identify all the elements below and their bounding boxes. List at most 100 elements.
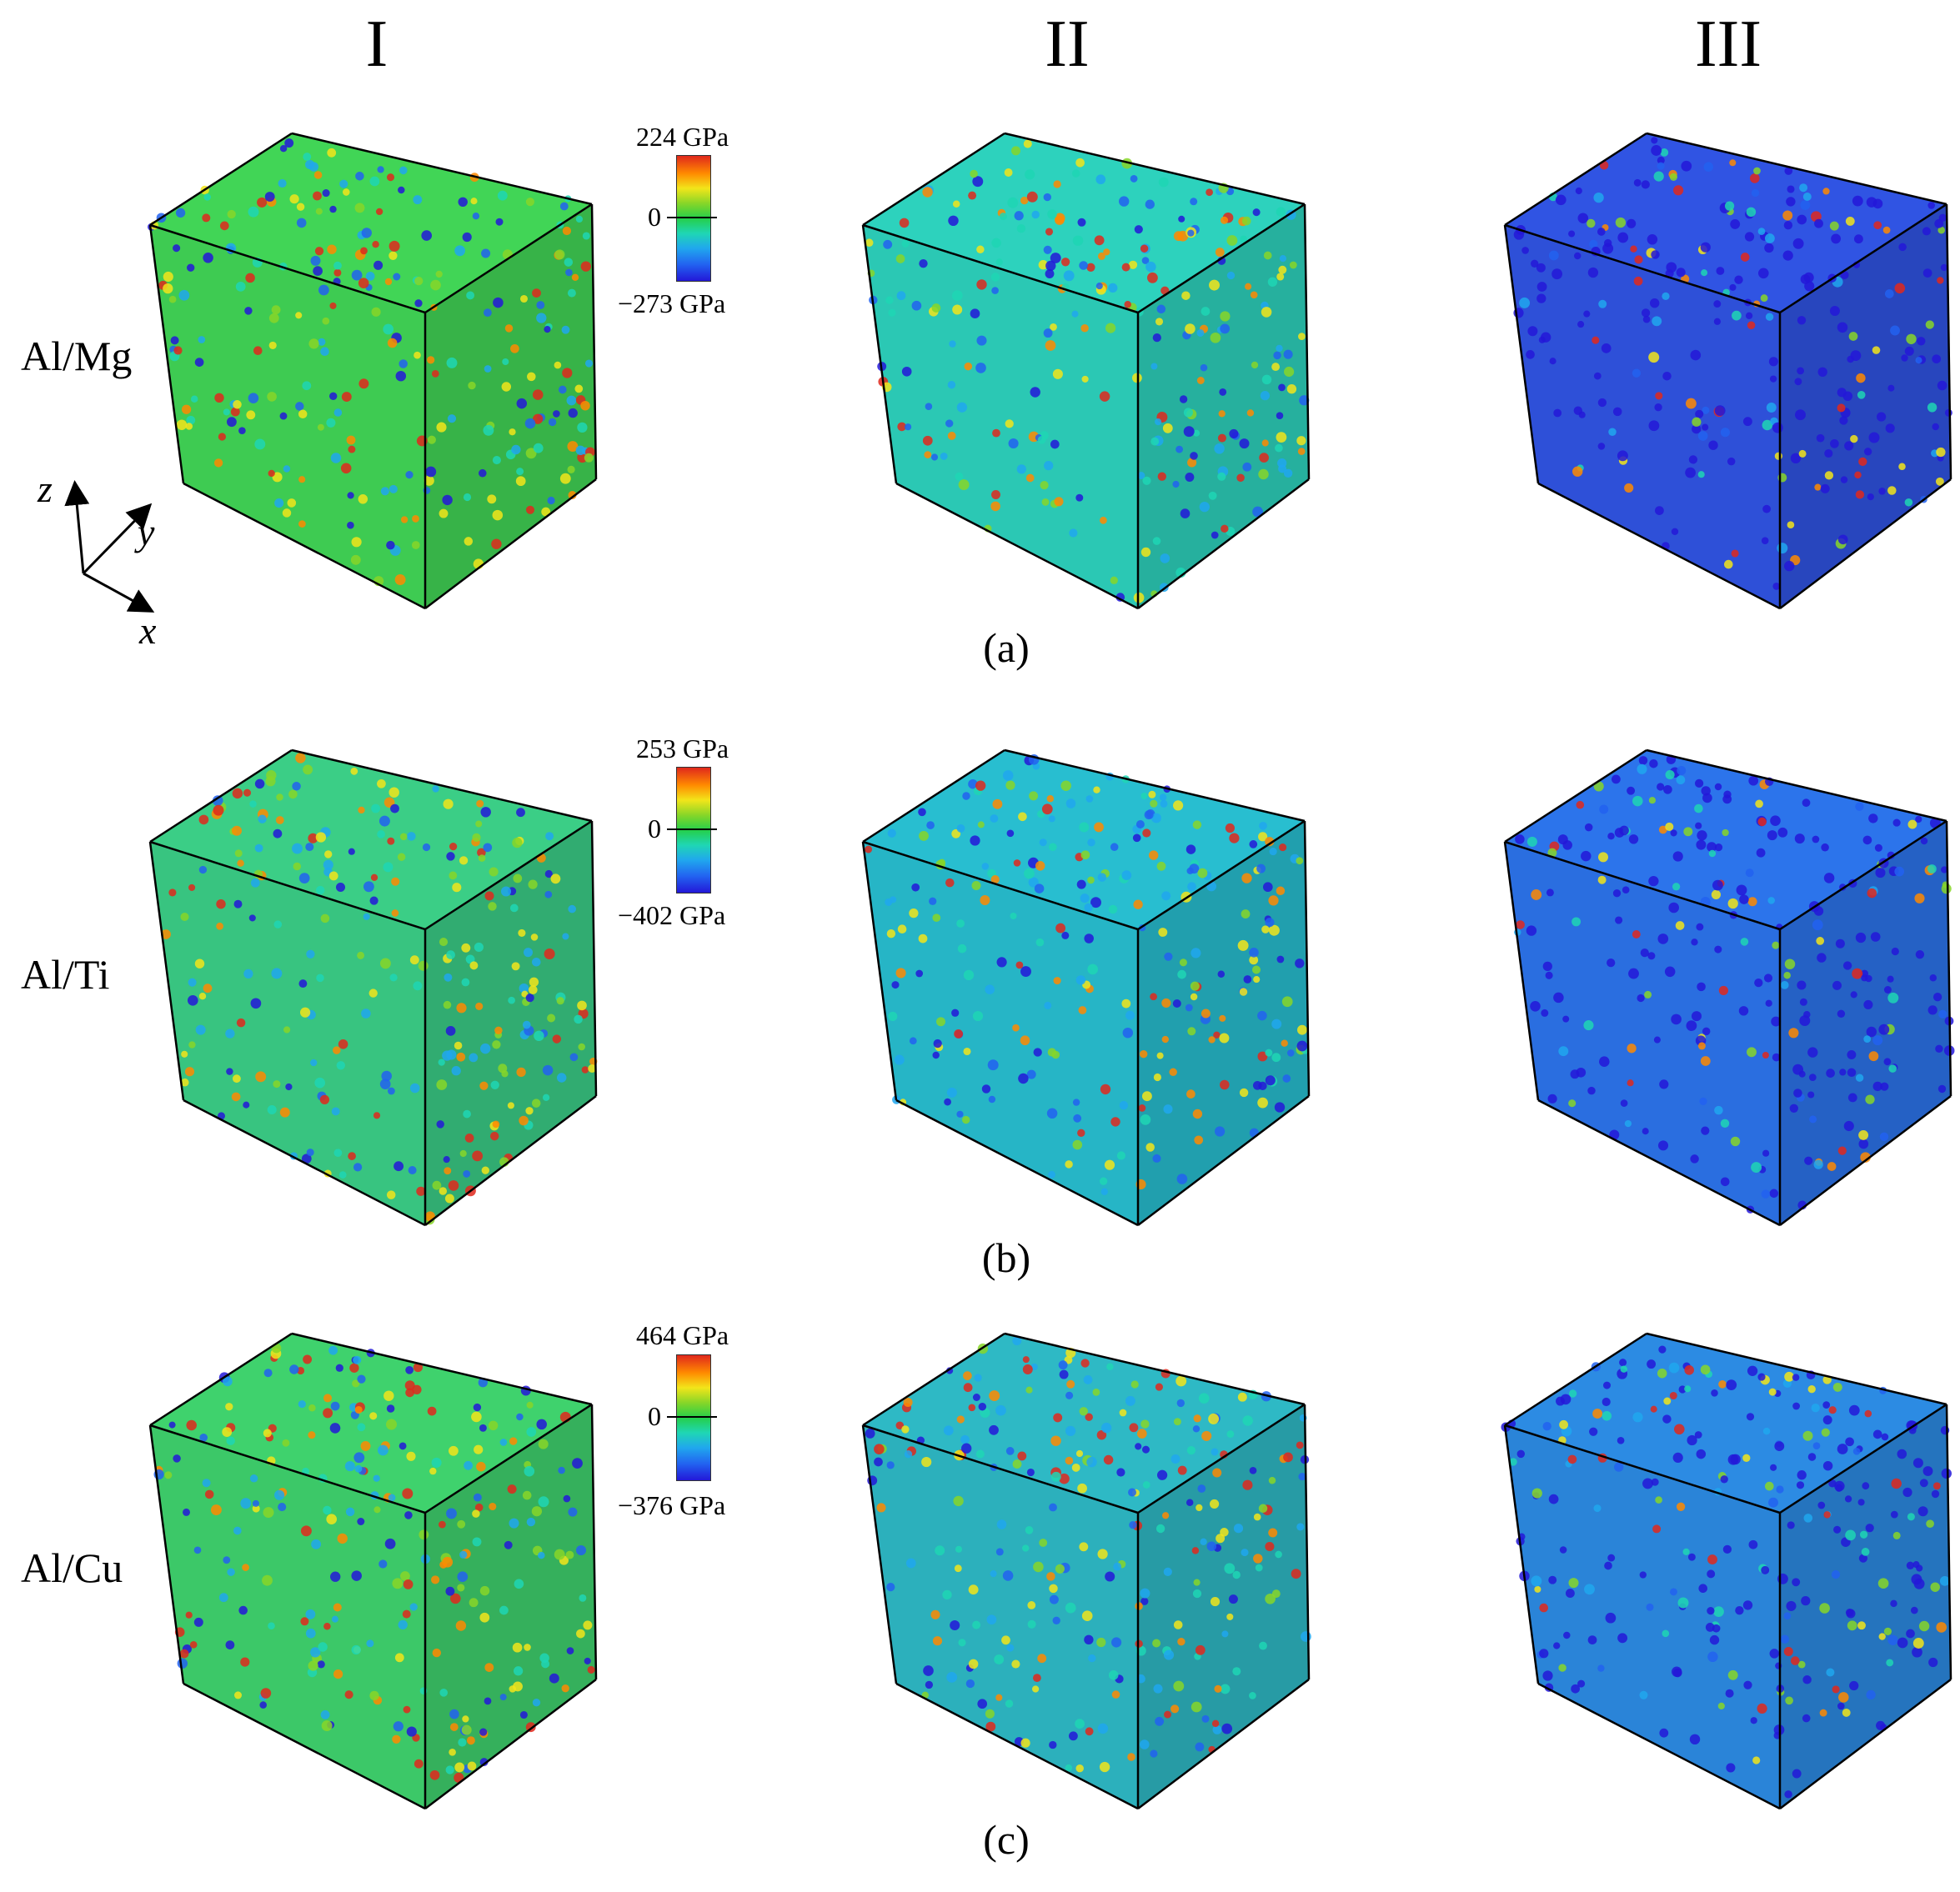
cube-edge [1646, 748, 1947, 823]
cube-al-cu-iii [1501, 1332, 1952, 1810]
cube-al-cu-i [148, 1332, 598, 1810]
colorbar-min-label: −376 GPa [618, 1490, 726, 1520]
colorbar-max-label: 253 GPa [636, 733, 729, 763]
row-label-al-mg: Al/Mg [21, 333, 133, 379]
cube-edge [424, 1679, 597, 1809]
cube-edge [1004, 132, 1306, 206]
cube-edge [1137, 478, 1310, 609]
cube-front-face [150, 1425, 425, 1809]
atom-speckles [161, 753, 598, 1225]
row-label-al-cu: Al/Cu [21, 1544, 123, 1591]
cube-edge [862, 132, 1005, 227]
cube-edge [148, 841, 185, 1101]
cube-edge [590, 203, 598, 480]
cube-edge [149, 748, 293, 843]
cube-edge [1004, 748, 1306, 823]
cube-edge [424, 478, 597, 609]
cube-edge [1503, 841, 1540, 1101]
cube-side-face [425, 1404, 596, 1809]
axes-indicator [64, 480, 155, 613]
cube-edge [149, 1424, 426, 1514]
atom-speckles [1514, 754, 1955, 1214]
cube-edge [1504, 748, 1647, 843]
y-axis-arrow [82, 503, 153, 575]
cube-edge [1779, 478, 1952, 609]
cube-front-face [863, 842, 1138, 1225]
cube-al-ti-iii [1503, 748, 1955, 1227]
panel-label-a: (a) [983, 624, 1030, 671]
cube-edge [1503, 224, 1540, 484]
cube-edge [862, 1332, 1005, 1427]
cube-edge [895, 482, 1139, 610]
cube-al-ti-ii [861, 748, 1311, 1227]
cube-edge [1303, 203, 1311, 480]
colorbar-max-label: 464 GPa [636, 1320, 729, 1350]
cube-edge [862, 223, 1139, 314]
colorbar-min-label: −273 GPa [618, 288, 726, 318]
atom-speckles [865, 139, 1310, 603]
cube-edge [424, 819, 593, 931]
cube-edge [149, 223, 426, 314]
cube-edge [1504, 132, 1647, 227]
colorbar-gradient [676, 1354, 711, 1481]
cube-front-face [1505, 1425, 1780, 1809]
cube-al-mg-ii [861, 132, 1311, 610]
cube-edge [291, 132, 593, 206]
cube-edge [148, 224, 185, 484]
colorbar-max-label: 224 GPa [636, 122, 729, 152]
cube-edge [1646, 132, 1947, 206]
cube-edge [1537, 482, 1781, 610]
cube-edge [1537, 1682, 1781, 1810]
cube-front-face [150, 225, 425, 608]
cube-edge [861, 841, 898, 1101]
cube-al-mg-iii [1503, 132, 1952, 610]
cube-edge [1945, 820, 1952, 1097]
cube-side-face [425, 821, 596, 1225]
cube-edge [861, 1424, 898, 1684]
cube-edge [183, 1099, 426, 1227]
colorbar-zero-label: 0 [648, 813, 661, 843]
cube-side-face [1780, 204, 1951, 608]
colorbar-zero-label: 0 [648, 202, 661, 232]
cube-edge [183, 482, 426, 610]
cube-edge [1504, 1424, 1781, 1514]
atom-speckles [153, 1343, 595, 1784]
cube-edge [424, 1095, 597, 1226]
cube-edge [1646, 1332, 1947, 1406]
colorbar-zero-label: 0 [648, 1401, 661, 1431]
column-header-3: III [1695, 8, 1762, 81]
panel-label-b: (b) [981, 1234, 1031, 1281]
cube-edge [291, 1332, 593, 1406]
cube-edge [895, 1099, 1139, 1227]
cube-al-cu-ii [861, 1332, 1311, 1810]
cube-al-mg-i [148, 132, 598, 610]
cube-edge [149, 132, 293, 227]
cube-edge [590, 1404, 598, 1680]
cube-edge [1779, 1095, 1952, 1226]
cube-edge [1503, 1424, 1540, 1684]
cube-front-face [863, 225, 1138, 608]
cube-edge [183, 1682, 426, 1810]
cube-edge [148, 1424, 185, 1684]
cube-edge [1137, 1679, 1310, 1809]
row-label-al-ti: Al/Ti [21, 951, 110, 998]
colorbar-gradient [676, 767, 711, 893]
cube-edge [424, 203, 593, 314]
cube-edge [1504, 840, 1781, 931]
cube-edge [149, 840, 426, 931]
cube-edge [1137, 1403, 1306, 1514]
colorbar-zero-tick [667, 217, 717, 218]
cube-edge [590, 820, 598, 1097]
cube-edge [1303, 1404, 1311, 1680]
column-header-2: II [1045, 8, 1090, 81]
colorbar-zero-tick [667, 828, 717, 830]
cube-edge [1779, 1403, 1947, 1514]
cube-edge [1779, 203, 1947, 314]
colorbar-gradient [676, 155, 711, 282]
column-header-1: I [365, 8, 388, 81]
cube-edge [1137, 1095, 1310, 1226]
cube-edge [862, 748, 1005, 843]
cube-edge [1303, 820, 1311, 1097]
y-axis-label: y [138, 511, 155, 553]
cube-edge [1504, 1332, 1647, 1427]
